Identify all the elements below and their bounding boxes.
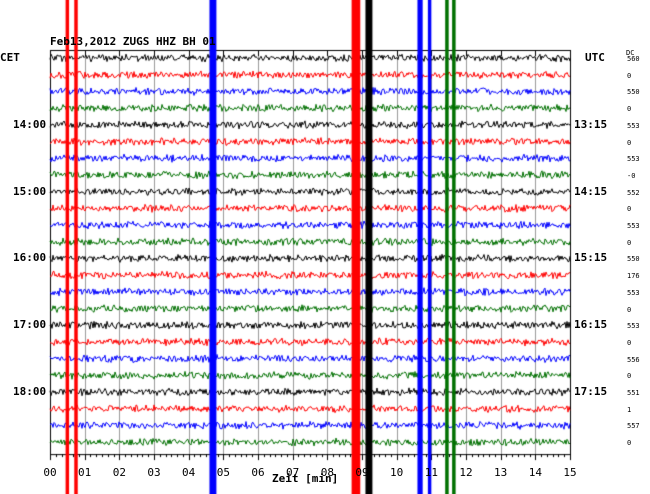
x-tick-label: 03	[147, 466, 161, 480]
dc-offset-label: 556	[627, 355, 640, 364]
utc-time-label: 17:15	[574, 385, 608, 398]
x-tick-label: 12	[459, 466, 473, 480]
dc-offset-label: 557	[627, 422, 640, 431]
dc-offset-label: 553	[627, 121, 640, 130]
utc-time-label: 13:15	[574, 117, 608, 131]
x-tick-label: 02	[112, 466, 126, 480]
x-tick-label: 11	[424, 466, 438, 480]
dc-offset-label: 553	[627, 155, 640, 164]
dc-offset-label: -0	[627, 171, 636, 180]
utc-time-label: 15:15	[574, 251, 608, 265]
cet-time-label: 17:00	[13, 318, 47, 332]
x-axis-label: Zeit [min]	[272, 472, 339, 485]
dc-offset-label: 0	[627, 338, 632, 347]
dc-offset-label: 0	[627, 205, 632, 214]
utc-time-label: 16:15	[574, 318, 608, 332]
cet-time-label: 15:00	[13, 184, 47, 198]
dc-header-label: DC	[626, 49, 635, 57]
x-tick-label: 08	[320, 466, 334, 480]
x-tick-label: 14	[528, 466, 542, 480]
dc-offset-label: 551	[627, 389, 640, 397]
x-tick-label: 09	[355, 466, 369, 480]
dc-offset-label: 0	[627, 71, 632, 80]
cet-time-label: 18:00	[13, 385, 47, 398]
dc-offset-label: 0	[627, 105, 632, 114]
dc-offset-label: 550	[627, 88, 640, 97]
x-tick-label: 13	[494, 466, 508, 480]
x-tick-label: 07	[286, 466, 300, 480]
dc-offset-label: 553	[627, 222, 640, 230]
cet-time-label: 16:00	[13, 251, 47, 265]
x-tick-label: 06	[251, 466, 265, 480]
x-tick-label: 01	[78, 466, 92, 480]
dc-offset-label: 0	[627, 305, 632, 314]
cet-time-label: 14:00	[13, 117, 47, 131]
dc-offset-label: 552	[627, 188, 640, 197]
dc-offset-label: 553	[627, 288, 640, 297]
x-tick-label: 10	[390, 466, 404, 480]
left-timezone-label: CET	[0, 51, 20, 64]
dc-offset-label: 0	[627, 238, 632, 247]
dc-offset-label: 560	[627, 55, 640, 63]
right-timezone-label: UTC	[585, 51, 605, 64]
dc-offset-label: 553	[627, 322, 640, 331]
dc-offset-label: 1	[627, 405, 632, 414]
chart-title: Feb13,2012 ZUGS HHZ BH 01	[50, 35, 216, 48]
dc-offset-label: 0	[627, 439, 632, 448]
dc-offset-label: 0	[627, 372, 632, 381]
dc-offset-label: 0	[627, 138, 632, 147]
x-tick-label: 05	[216, 466, 230, 480]
x-tick-label: 15	[563, 466, 577, 480]
dc-offset-label: 550	[627, 255, 640, 264]
utc-time-label: 14:15	[574, 184, 608, 198]
dc-offset-label: 176	[627, 272, 640, 281]
x-tick-label: 04	[182, 466, 196, 480]
x-tick-label: 00	[43, 466, 57, 480]
